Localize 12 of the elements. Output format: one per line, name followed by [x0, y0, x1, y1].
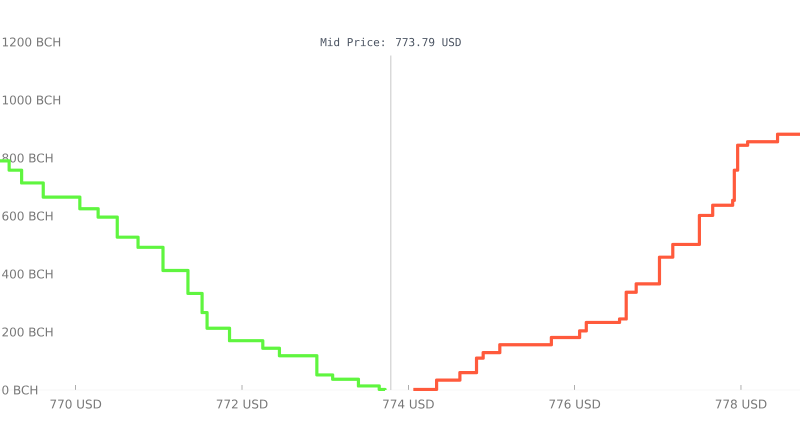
y-tick-label: 1200 BCH — [2, 37, 60, 47]
x-tick-label: 772 USD — [216, 400, 268, 409]
x-tick-label: 774 USD — [383, 400, 434, 409]
x-tick-label: 770 USD — [50, 400, 102, 409]
ref-line-label: Mid Price: 773.79 USD — [320, 38, 461, 46]
y-tick-label: 400 BCH — [2, 269, 52, 279]
y-tick-label: 200 BCH — [2, 327, 52, 337]
y-tick-label: 0 BCH — [2, 385, 38, 395]
x-tick-label: 778 USD — [716, 400, 766, 409]
x-tick-label: 776 USD — [549, 400, 600, 409]
y-tick-label: 600 BCH — [2, 211, 52, 221]
y-tick-label: 1000 BCH — [2, 95, 60, 105]
